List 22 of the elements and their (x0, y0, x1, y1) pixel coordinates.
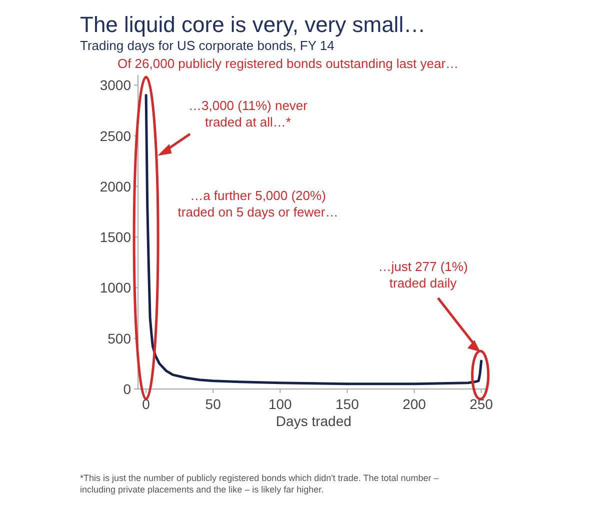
x-tick-label: 100 (268, 396, 292, 412)
line-series (144, 94, 483, 386)
y-tick-label: 2500 (100, 128, 132, 144)
x-tick-label: 250 (470, 396, 494, 412)
text: Of 26,000 publicly registered bonds outstanding last year… (117, 56, 459, 71)
text: *This is just the number of publicly registered bonds which didn't trade. The total number – including private placements and the like – is likely far higher. (80, 473, 439, 494)
y-tick-label: 500 (108, 330, 132, 346)
y-tick-label: 2000 (100, 178, 132, 194)
x-axis-title: Days traded (276, 413, 352, 429)
y-tick-label: 3000 (100, 77, 132, 94)
annotation: …3,000 (11%) never traded at all…* (188, 98, 308, 130)
x-tick-label: 200 (402, 396, 426, 412)
annotation: …just 277 (1%) traded daily (378, 259, 468, 290)
x-tick-label: 150 (336, 396, 360, 412)
y-tick-label: 0 (123, 381, 132, 397)
chart-subtitle: Trading days for US corporate bonds, FY 14 (80, 38, 334, 53)
annotation: …a further 5,000 (20%) traded on 5 days or fewer… (178, 188, 338, 220)
x-tick-label: 0 (142, 396, 150, 412)
x-tick-label: 50 (205, 396, 222, 412)
y-tick-label: 1500 (100, 229, 132, 246)
y-tick-label: 1000 (100, 280, 132, 296)
chart-title: The liquid core is very, very small… (80, 12, 426, 37)
